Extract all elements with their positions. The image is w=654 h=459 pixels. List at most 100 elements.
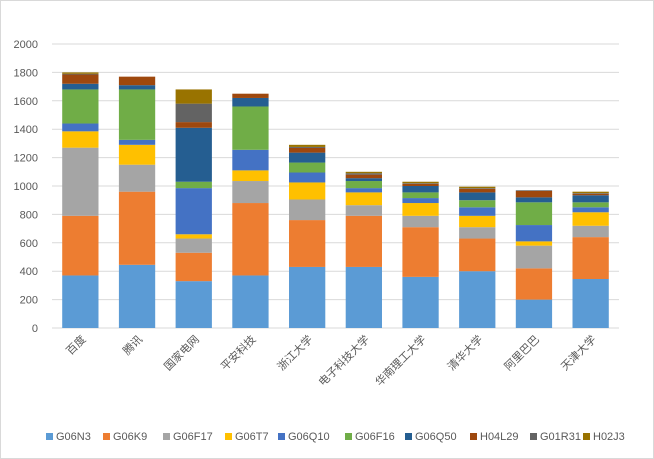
bar-segment-g06q10 bbox=[289, 172, 326, 183]
legend-label: G06F17 bbox=[173, 431, 213, 443]
bar-segment-g06q50 bbox=[62, 83, 99, 90]
legend-label: H04L29 bbox=[480, 431, 519, 443]
y-axis: 0 200 400 600 800 1000 1200 1400 1600 1800 2000 bbox=[14, 39, 38, 335]
x-tick-label: 阿里巴巴 bbox=[502, 333, 542, 373]
legend-swatch bbox=[103, 433, 110, 440]
bar-segment-g06n3 bbox=[118, 264, 156, 328]
bar-segment-g06t7 bbox=[402, 203, 439, 216]
bar-segment-g06q50 bbox=[515, 197, 553, 203]
legend-label: G06K9 bbox=[113, 431, 147, 443]
bar-segment-g06f17 bbox=[62, 147, 99, 216]
bar-segment-g06f17 bbox=[345, 205, 382, 216]
bar-segment-g06k9 bbox=[459, 238, 496, 272]
y-tick-label: 400 bbox=[20, 266, 38, 278]
legend-swatch bbox=[470, 433, 477, 440]
y-tick-label: 1600 bbox=[14, 96, 38, 108]
legend-label: H02J3 bbox=[593, 431, 625, 443]
legend-item: G06K9 bbox=[103, 431, 147, 443]
bar-segment-g06t7 bbox=[118, 144, 156, 165]
bar-segment-g06k9 bbox=[62, 215, 99, 276]
bar-segment-h04l29 bbox=[62, 74, 99, 84]
bar-segment-h02j3 bbox=[289, 144, 326, 147]
bar-segment-g06n3 bbox=[572, 279, 609, 328]
bar-segment-h02j3 bbox=[345, 171, 382, 174]
bar-segment-g06f17 bbox=[515, 245, 553, 269]
bar-segment-g06k9 bbox=[402, 227, 439, 277]
bar-segment-g06f16 bbox=[515, 202, 553, 226]
bar-segment-h02j3 bbox=[175, 89, 212, 104]
legend-swatch bbox=[345, 433, 352, 440]
legend-swatch bbox=[225, 433, 232, 440]
bar-segment-g06n3 bbox=[515, 299, 553, 328]
bar-stack bbox=[345, 171, 382, 328]
bar-segment-g01r31 bbox=[515, 190, 553, 191]
bar-segment-g06q10 bbox=[118, 139, 156, 145]
legend: G06N3 G06K9 G06F17 G06T7 G06Q10 G06F16 G06Q50 H… bbox=[46, 431, 625, 443]
legend-label: G06T7 bbox=[235, 431, 269, 443]
legend-swatch bbox=[530, 433, 537, 440]
bar-stack bbox=[572, 191, 609, 328]
bar-segment-g06f16 bbox=[232, 106, 269, 150]
bar-segment-g06t7 bbox=[232, 170, 269, 182]
bar-segment-h04l29 bbox=[175, 122, 212, 128]
legend-swatch bbox=[583, 433, 590, 440]
legend-swatch bbox=[163, 433, 170, 440]
y-tick-label: 0 bbox=[32, 323, 38, 335]
legend-label: G06N3 bbox=[56, 431, 91, 443]
bars bbox=[62, 72, 609, 328]
legend-item: G06F17 bbox=[163, 431, 213, 443]
bar-segment-g06q50 bbox=[459, 192, 496, 201]
y-tick-label: 800 bbox=[20, 209, 38, 221]
x-tick-label: 电子科技大学 bbox=[315, 332, 372, 389]
bar-segment-g06n3 bbox=[459, 271, 496, 328]
bar-segment-h02j3 bbox=[62, 72, 99, 74]
bar-segment-g06f17 bbox=[232, 181, 269, 204]
legend-item: H04L29 bbox=[470, 431, 519, 443]
bar-segment-g01r31 bbox=[175, 103, 212, 123]
x-tick-label: 平安科技 bbox=[218, 332, 259, 373]
bar-segment-g06q10 bbox=[232, 149, 269, 171]
bar-stack bbox=[175, 89, 212, 328]
legend-swatch bbox=[46, 433, 53, 440]
bar-segment-g06q50 bbox=[345, 178, 382, 182]
bar-segment-g06t7 bbox=[515, 241, 553, 246]
y-tick-label: 2000 bbox=[14, 39, 38, 51]
x-axis: 百度 腾讯 国家电网 平安科技 浙江大学 电子科技大学 华南理工大学 清华大学 阿里巴巴 天津大学 bbox=[63, 332, 599, 389]
bar-segment-g01r31 bbox=[459, 188, 496, 189]
bar-segment-g06k9 bbox=[572, 237, 609, 280]
legend-item: G06N3 bbox=[46, 431, 91, 443]
legend-item: H02J3 bbox=[583, 431, 625, 443]
bar-segment-g06k9 bbox=[345, 215, 382, 267]
x-tick-label: 天津大学 bbox=[558, 332, 599, 373]
bar-segment-g06n3 bbox=[232, 275, 269, 328]
bar-segment-g06q10 bbox=[175, 188, 212, 235]
bar-stack bbox=[402, 181, 439, 328]
legend-item: G06Q50 bbox=[405, 431, 457, 443]
bar-segment-g06f16 bbox=[175, 181, 212, 189]
bar-segment-g06f16 bbox=[572, 202, 609, 208]
legend-swatch bbox=[278, 433, 285, 440]
bar-segment-g06f17 bbox=[402, 215, 439, 228]
bar-segment-g06q10 bbox=[515, 225, 553, 242]
legend-label: G01R31 bbox=[540, 431, 581, 443]
bar-segment-g06k9 bbox=[289, 220, 326, 267]
x-tick-label: 国家电网 bbox=[161, 332, 202, 373]
bar-stack bbox=[515, 190, 553, 328]
legend-item: G06F16 bbox=[345, 431, 395, 443]
bar-segment-h04l29 bbox=[289, 147, 326, 153]
bar-segment-g06q10 bbox=[345, 188, 382, 193]
x-tick-label: 浙江大学 bbox=[274, 332, 315, 373]
bar-segment-g01r31 bbox=[62, 73, 99, 75]
bar-segment-g06q10 bbox=[459, 207, 496, 216]
legend-item: G01R31 bbox=[530, 431, 581, 443]
bar-segment-g06q10 bbox=[62, 123, 99, 132]
bar-segment-g06q50 bbox=[118, 85, 156, 90]
bar-segment-h04l29 bbox=[232, 93, 269, 98]
y-tick-label: 1800 bbox=[14, 67, 38, 79]
bar-segment-g06n3 bbox=[62, 275, 99, 328]
bar-segment-g06t7 bbox=[289, 182, 326, 200]
bar-segment-g06q50 bbox=[402, 186, 439, 193]
bar-segment-g06t7 bbox=[345, 192, 382, 206]
y-tick-label: 1200 bbox=[14, 153, 38, 165]
bar-segment-g06n3 bbox=[345, 266, 382, 328]
